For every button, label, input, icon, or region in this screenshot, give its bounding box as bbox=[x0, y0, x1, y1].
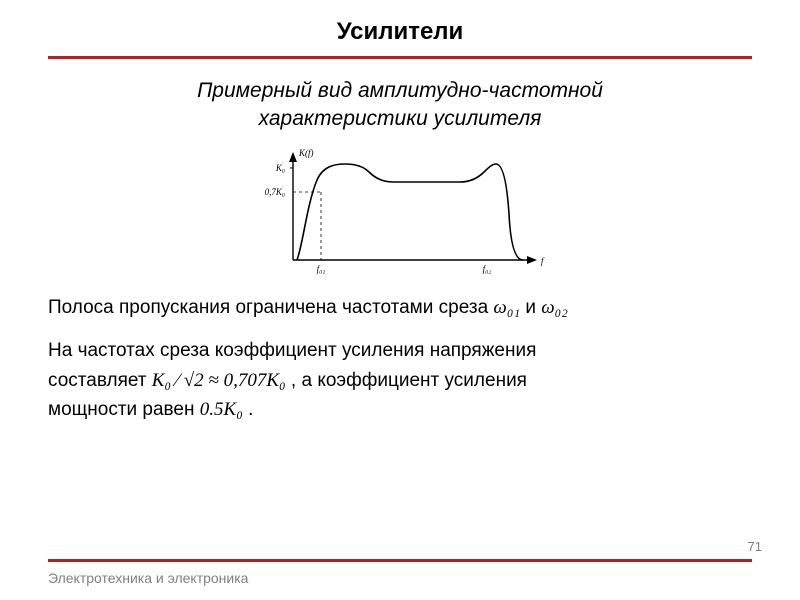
svg-text:K₀: K₀ bbox=[275, 163, 285, 173]
bottom-divider bbox=[48, 559, 752, 562]
body1-mid: и bbox=[520, 297, 541, 318]
svg-text:f: f bbox=[541, 256, 545, 266]
footer-text: Электротехника и электроника bbox=[48, 570, 248, 586]
body2-l3b: . bbox=[243, 399, 254, 420]
body1-pre: Полоса пропускания ограничена частотами … bbox=[48, 297, 493, 318]
omega01: ω₀₁ bbox=[493, 297, 520, 318]
body2-l1: На частотах среза коэффициент усиления н… bbox=[48, 340, 536, 361]
frequency-response-chart: K(f) f K₀ 0,7K₀ f₀₁ f₀₂ bbox=[235, 144, 565, 279]
body-paragraph-2: На частотах среза коэффициент усиления н… bbox=[48, 336, 752, 424]
body2-l3a: мощности равен bbox=[48, 399, 200, 420]
subtitle-line1: Примерный вид амплитудно-частотной bbox=[197, 79, 603, 102]
body-paragraph-1: Полоса пропускания ограничена частотами … bbox=[48, 293, 752, 322]
svg-text:0,7K₀: 0,7K₀ bbox=[265, 187, 285, 197]
formula-power: 0.5K₀ bbox=[200, 399, 243, 420]
subtitle-line2: характеристики усилителя bbox=[259, 107, 542, 130]
svg-text:f₀₁: f₀₁ bbox=[317, 264, 326, 274]
body2-l2a: составляет bbox=[48, 370, 152, 391]
subtitle: Примерный вид амплитудно-частотной харак… bbox=[48, 77, 752, 134]
formula-gain: K₀ ⁄ √2 ≈ 0,707K₀ bbox=[152, 370, 286, 391]
body2-l2b: , а коэффициент усиления bbox=[286, 370, 527, 391]
top-divider bbox=[48, 56, 752, 59]
svg-text:K(f): K(f) bbox=[298, 148, 314, 158]
omega02: ω₀₂ bbox=[541, 297, 568, 318]
page-number: 71 bbox=[748, 539, 762, 554]
page-title: Усилители bbox=[48, 18, 752, 46]
svg-text:f₀₂: f₀₂ bbox=[483, 264, 492, 274]
chart-svg: K(f) f K₀ 0,7K₀ f₀₁ f₀₂ bbox=[235, 144, 565, 274]
